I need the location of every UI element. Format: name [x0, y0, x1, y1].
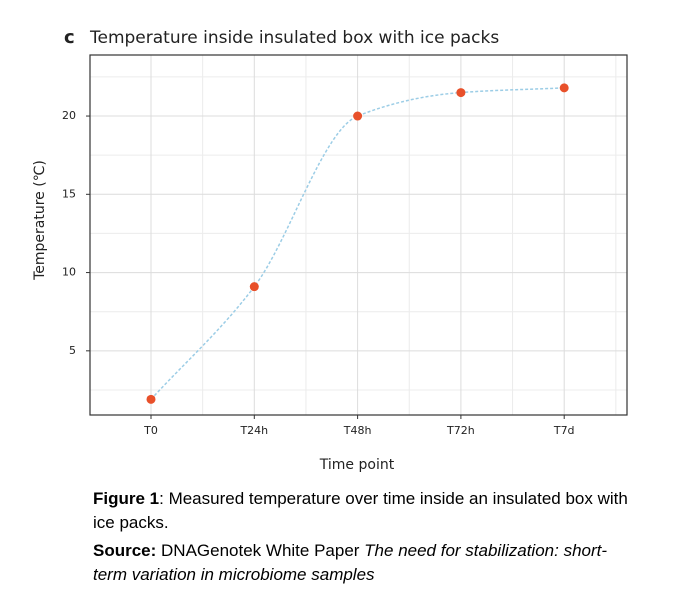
x-tick-label: T0 [143, 424, 158, 437]
x-tick-label: T72h [446, 424, 475, 437]
x-tick-label: T24h [239, 424, 268, 437]
fit-line [150, 87, 565, 400]
figure-label: Figure 1 [93, 489, 160, 508]
data-point [146, 394, 156, 404]
chart-title: Temperature inside insulated box with ic… [89, 28, 499, 48]
source: Source: DNAGenotek White Paper The need … [93, 539, 638, 587]
caption: Figure 1: Measured temperature over time… [93, 487, 638, 587]
caption-text: Figure 1: Measured temperature over time… [93, 489, 628, 532]
y-tick-label: 5 [69, 344, 76, 357]
data-point [559, 83, 569, 93]
data-point [456, 88, 466, 98]
data-point [353, 111, 363, 121]
x-tick-label: T7d [553, 424, 575, 437]
chart: c Temperature inside insulated box with … [32, 27, 628, 473]
source-title: The need for stabilization: short-term v… [93, 541, 608, 584]
source-label: Source: [93, 541, 157, 560]
y-tick-label: 20 [62, 109, 76, 122]
source-text: DNAGenotek White Paper [156, 541, 365, 560]
figure-text: : Measured temperature over time inside … [93, 489, 628, 532]
y-tick-label: 10 [62, 266, 76, 279]
y-tick-label: 15 [62, 187, 76, 200]
data-point [249, 282, 259, 292]
x-tick-label: T48h [343, 424, 372, 437]
panel-label: c [64, 27, 75, 48]
plot-border [89, 54, 628, 416]
x-axis-label: Time point [319, 457, 395, 473]
y-axis-label: Temperature (℃) [32, 160, 48, 281]
